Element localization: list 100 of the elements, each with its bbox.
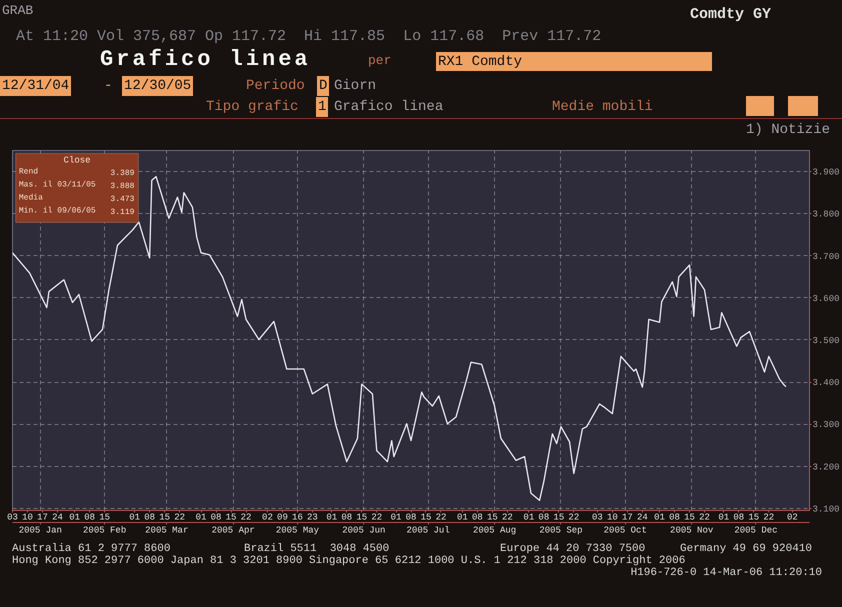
x2-tick-label: 2005 Nov <box>670 526 714 536</box>
x2-tick-label: 2005 May <box>276 526 320 536</box>
text: Grafico linea <box>334 98 444 117</box>
text: D <box>317 76 330 96</box>
x-tick-label: 01 <box>457 512 468 522</box>
x2-tick-label: 2005 Jun <box>342 526 386 536</box>
x-tick-label: 02 <box>786 512 798 522</box>
x2-tick-label: 2005 Oct <box>604 526 647 536</box>
x-tick-label: 15 <box>356 512 368 522</box>
annotation: Close <box>64 156 91 166</box>
text: Giorn <box>334 77 376 96</box>
x-tick-label: 22 <box>174 512 186 522</box>
y-tick-label: 3.500 <box>812 336 840 346</box>
x-tick-label: 08 <box>733 512 744 522</box>
annotation: 3.119 <box>110 208 135 217</box>
y-tick-label: 3.900 <box>812 168 840 178</box>
text: Brazil 5511 3048 4500 <box>244 542 390 555</box>
x2-tick-label: 2005 Jul <box>406 526 450 536</box>
x-tick-label: 08 <box>538 512 550 522</box>
x-tick-label: 17 <box>37 512 48 522</box>
x-tick-label: 08 <box>210 512 222 522</box>
text: Europe 44 20 7330 7500 <box>500 542 646 555</box>
x-tick-label: 22 <box>568 512 580 522</box>
text: Comdty GY <box>690 5 772 25</box>
x-tick-label: 09 <box>277 512 288 522</box>
text: Periodo <box>246 77 305 96</box>
text: Tipo grafic <box>206 98 298 117</box>
x-tick-label: 01 <box>654 512 665 522</box>
x-tick-label: 22 <box>436 512 446 522</box>
y-tick-label: 3.400 <box>812 378 840 388</box>
text: 12/30/05 <box>122 76 194 96</box>
x-tick-label: 15 <box>99 512 110 522</box>
text: H196-726-0 14-Mar-06 11:20:10 <box>630 566 822 581</box>
x-tick-label: 10 <box>22 512 33 522</box>
x-tick-label: 24 <box>52 512 63 522</box>
x-tick-label: 01 <box>129 512 140 522</box>
text: - <box>104 77 112 96</box>
x-tick-label: 08 <box>669 512 680 522</box>
text: 1 <box>316 97 328 117</box>
x-tick-label: 01 <box>523 512 534 522</box>
y-tick-label: 3.300 <box>812 420 840 430</box>
x-tick-label: 15 <box>420 512 432 522</box>
x2-tick-label: 2005 Mar <box>145 526 188 536</box>
text: RX1 Comdty <box>436 52 712 71</box>
annotation: 3.888 <box>110 182 135 192</box>
text: Germany 49 69 920410 <box>680 542 812 556</box>
y-tick-label: 3.800 <box>812 210 840 220</box>
x-tick-label: 23 <box>307 512 318 522</box>
x-tick-label: 08 <box>341 512 352 522</box>
x2-tick-label: 2005 Jan <box>18 526 62 536</box>
x-tick-label: 15 <box>226 512 236 522</box>
y-tick-label: 3.200 <box>812 462 840 472</box>
x2-tick-label: 2005 Feb <box>83 526 126 536</box>
x-tick-label: 22 <box>699 512 710 522</box>
x-tick-label: 22 <box>502 512 513 522</box>
line-series <box>12 176 787 502</box>
annotation: Media <box>18 194 44 203</box>
x-tick-label: 24 <box>636 512 648 522</box>
text: At 11:20 Vol 375,687 Op 117.72 Hi 117.85 Lo 117.68 Prev 117.72 <box>16 27 602 47</box>
annotation: 3.473 <box>110 195 135 204</box>
x-tick-label: 15 <box>748 512 760 522</box>
x2-tick-label: 2005 Apr <box>212 526 255 536</box>
x-tick-label: 10 <box>606 512 618 522</box>
annotation: Rend <box>18 168 38 177</box>
x-tick-label: 03 <box>7 512 18 522</box>
x-tick-label: 01 <box>390 512 402 522</box>
annotation: Mas. il 03/11/05 <box>18 180 96 190</box>
x2-tick-label: 2005 Dec <box>734 526 778 536</box>
x-tick-label: 15 <box>487 512 498 522</box>
x-tick-label: 15 <box>684 512 695 522</box>
text: Australia 61 2 9777 8600 <box>12 542 170 556</box>
x-tick-label: 22 <box>240 512 252 522</box>
x-tick-label: 01 <box>326 512 338 522</box>
annotation: Min. il 09/06/05 <box>18 206 96 216</box>
x-tick-label: 08 <box>472 512 483 522</box>
chart-title: Grafico linea <box>100 46 311 74</box>
x-tick-label: 15 <box>159 512 170 522</box>
x2-tick-label: 2005 Sep <box>539 526 583 536</box>
x-tick-label: 16 <box>292 512 303 522</box>
x-tick-label: 01 <box>718 512 730 522</box>
x2-tick-label: 2005 Aug <box>472 526 516 536</box>
y-tick-label: 3.600 <box>812 294 840 304</box>
x-tick-label: 08 <box>84 512 96 522</box>
text: Medie mobili <box>552 98 653 117</box>
x-tick-label: 08 <box>144 512 156 522</box>
x-tick-label: 01 <box>196 512 206 522</box>
text: 12/31/04 <box>0 76 72 96</box>
y-tick-label: 3.700 <box>812 252 840 262</box>
text: per <box>368 52 392 70</box>
x-tick-label: 22 <box>763 512 774 522</box>
x-tick-label: 17 <box>622 512 633 522</box>
x-tick-label: 03 <box>592 512 603 522</box>
text: GRAB <box>2 2 34 20</box>
text: Hong Kong 852 2977 6000 Japan 81 3 3201 8900 Singapore 65 6212 1000 U.S. 1 212 318 2000 Copyright 2006 <box>12 554 686 568</box>
x-tick-label: 15 <box>553 512 564 522</box>
y-tick-label: 3.100 <box>812 504 840 514</box>
annotation: 3.389 <box>110 169 135 178</box>
x-tick-label: 22 <box>371 512 382 522</box>
x-tick-label: 08 <box>406 512 416 522</box>
text: 1) Notizie <box>746 121 830 140</box>
